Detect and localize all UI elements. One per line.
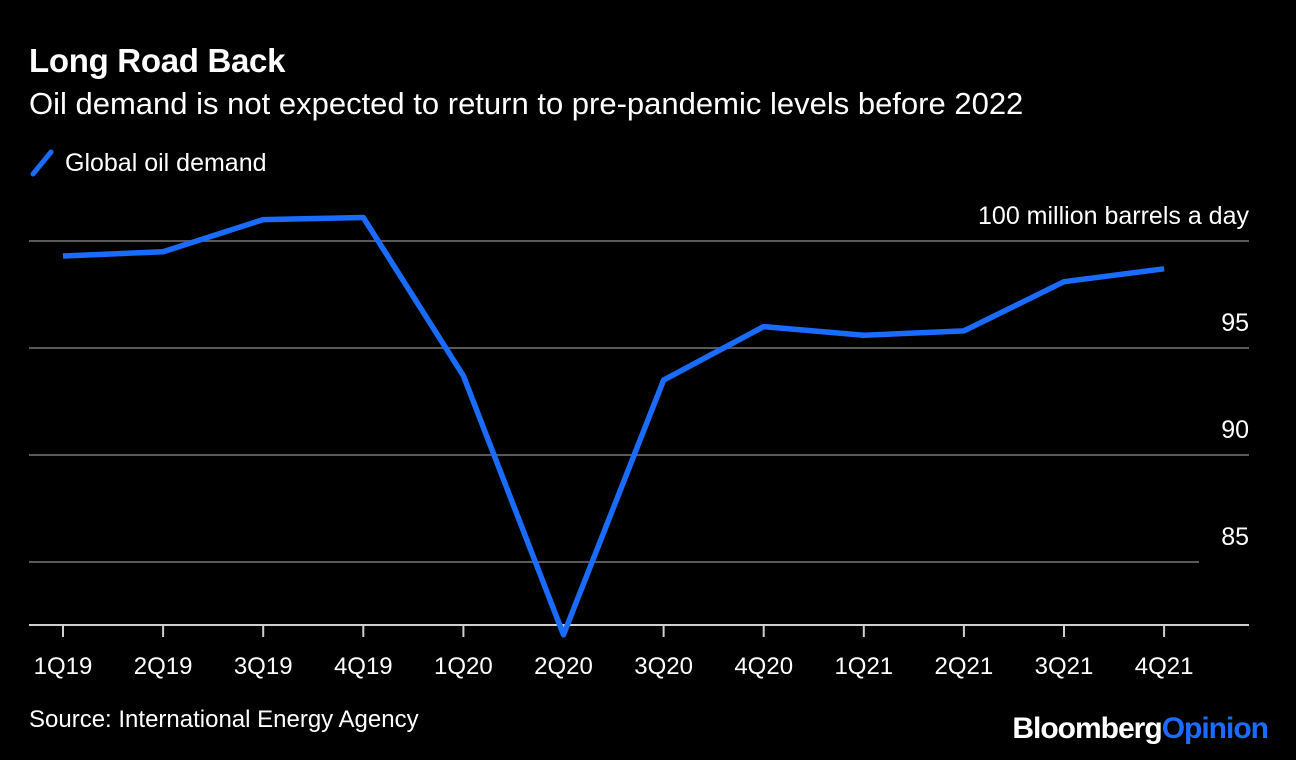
brand-section: Opinion	[1161, 712, 1269, 745]
legend-label: Global oil demand	[65, 148, 267, 177]
y-tick-label: 90	[1221, 416, 1249, 444]
chart-subtitle: Oil demand is not expected to return to …	[29, 86, 1024, 121]
x-tick-label: 4Q20	[734, 653, 793, 680]
x-tick-label: 3Q20	[634, 653, 693, 680]
x-tick-label: 4Q19	[334, 653, 393, 680]
legend: Global oil demand	[29, 148, 267, 178]
y-tick-label: 100 million barrels a day	[978, 202, 1249, 230]
x-tick-label: 1Q19	[34, 653, 93, 680]
source-note: Source: International Energy Agency	[29, 706, 419, 733]
series-line-global-oil-demand	[62, 214, 1165, 638]
chart-title: Long Road Back	[29, 42, 286, 79]
brand-logo: BloombergOpinion	[1012, 712, 1269, 746]
x-tick-label: 3Q19	[234, 653, 293, 680]
x-tick-label: 3Q21	[1035, 653, 1094, 680]
x-tick-label: 1Q20	[434, 653, 493, 680]
x-tick-label: 2Q19	[134, 653, 193, 680]
y-tick-label: 85	[1221, 523, 1249, 551]
x-tick-label: 2Q21	[935, 653, 994, 680]
diagonal-line-icon	[30, 149, 54, 177]
x-tick-label: 1Q21	[834, 653, 893, 680]
y-tick-label: 95	[1221, 309, 1249, 337]
brand-name: Bloomberg	[1012, 712, 1162, 745]
x-tick-label: 2Q20	[534, 653, 593, 680]
x-tick-label: 4Q21	[1135, 653, 1194, 680]
